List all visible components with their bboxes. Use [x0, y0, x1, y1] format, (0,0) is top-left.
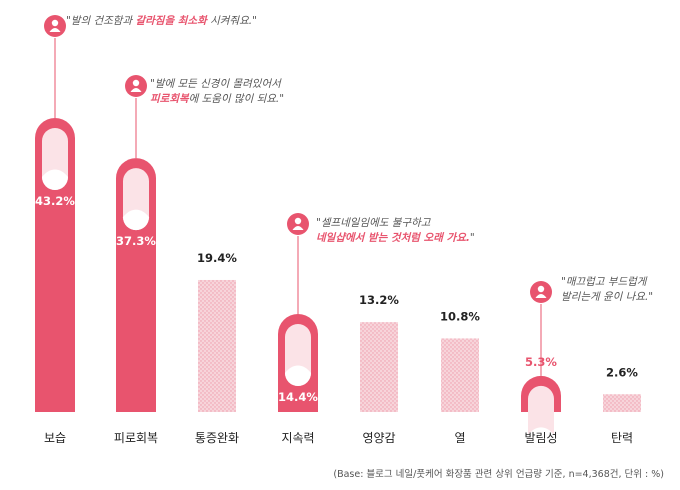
- quote-connectors: [44, 15, 552, 376]
- bar-1-capsule-shine: [42, 169, 68, 190]
- bar-2-category-label: 피로회복: [114, 431, 158, 445]
- quote-3: "셀프네일임에도 불구하고 네일샵에서 받는 것처럼 오래 가요.": [316, 216, 475, 246]
- footnote: (Base: 블로그 네일/풋케어 화장품 관련 상위 언급량 기준, n=4,…: [333, 469, 664, 480]
- quote-4: "매끄럽고 부드럽게 발리는게 윤이 나요.": [561, 275, 653, 305]
- bar-6: [441, 338, 479, 412]
- quote-2-line-2: 피로회복에 도움이 많이 되요.": [150, 93, 285, 105]
- bar-3-value-label: 19.4%: [197, 251, 237, 265]
- quote-2-line-1: "발에 모든 신경이 몰려있어서: [150, 78, 281, 90]
- quote-4-person-body: [535, 294, 547, 298]
- bar-5: [360, 322, 398, 412]
- bar-4-category-label: 지속력: [281, 431, 314, 445]
- bar-8: [603, 394, 641, 412]
- bar-2-capsule-shine: [123, 209, 149, 231]
- bar-3: [198, 279, 236, 412]
- bar-6-category-label: 열: [454, 431, 465, 445]
- bar-8-value-label: 2.6%: [606, 365, 638, 379]
- quote-1: "발의 건조함과 갈라짐을 최소화 시켜줘요.": [66, 15, 257, 27]
- bar-5-category-label: 영양감: [362, 431, 395, 445]
- quote-4-line-1: "매끄럽고 부드럽게: [561, 276, 647, 288]
- bar-1-value-label: 43.2%: [35, 194, 75, 208]
- bar-4-value-label: 14.4%: [278, 390, 318, 404]
- quote-1-person-head: [51, 19, 59, 27]
- quote-4-line-2: 발리는게 윤이 나요.": [561, 291, 654, 303]
- quote-2-person-body: [130, 88, 142, 92]
- bar-7-category-label: 발림성: [524, 431, 557, 445]
- quote-3-person-head: [294, 217, 302, 225]
- bar-8-category-label: 탄력: [611, 431, 633, 445]
- bar-1: [35, 118, 75, 412]
- bar-6-value-label: 10.8%: [440, 310, 480, 324]
- bar-5-value-label: 13.2%: [359, 293, 399, 307]
- bar-7-capsule-shine: [528, 427, 554, 448]
- labels: 43.2% 보습 37.3% 피로회복 19.4% 통증완화 14.4% 지속력 13.2% 영양…: [35, 194, 638, 445]
- bar-1-category-label: 보습: [44, 431, 66, 445]
- bar-2-value-label: 37.3%: [116, 234, 156, 248]
- bar-4-capsule-shine: [285, 365, 311, 386]
- bar-3-category-label: 통증완화: [195, 431, 239, 445]
- quote-3-line-1: "셀프네일임에도 불구하고: [316, 217, 431, 229]
- quote-1-person-body: [49, 28, 61, 32]
- bars: [35, 118, 641, 448]
- bar-7-value-label: 5.3%: [525, 355, 557, 369]
- quote-3-line-2: 네일샵에서 받는 것처럼 오래 가요.": [316, 232, 475, 244]
- quote-2: "발에 모든 신경이 몰려있어서 피로회복에 도움이 많이 되요.": [150, 77, 284, 107]
- quote-2-person-head: [132, 79, 140, 87]
- quote-3-person-body: [292, 226, 304, 230]
- quote-4-person-head: [537, 285, 545, 293]
